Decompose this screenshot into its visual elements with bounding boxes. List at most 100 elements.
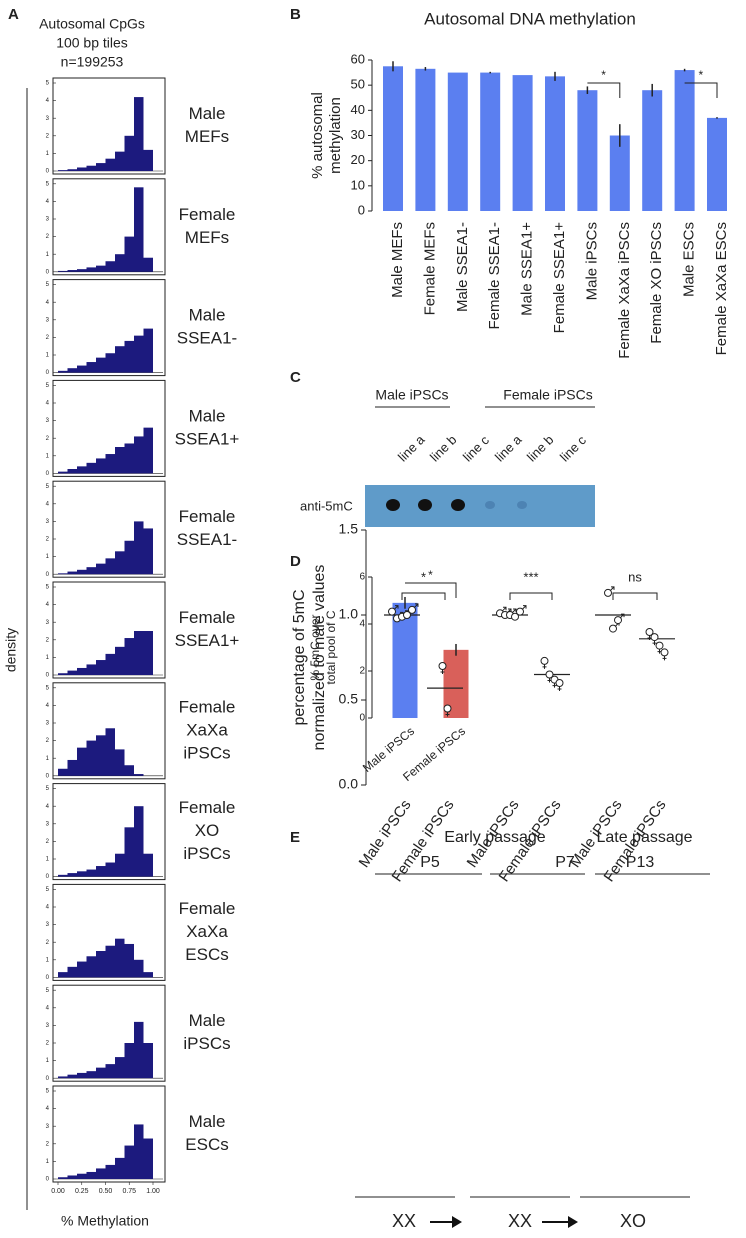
y-tick-label: 3 — [46, 418, 50, 424]
point-arrow — [502, 606, 507, 612]
y-tick-label: 3 — [46, 317, 50, 323]
histogram-bar — [105, 862, 115, 877]
y-tick-label: 2 — [46, 133, 50, 139]
histogram-bar — [58, 874, 68, 877]
significance-label: *** — [523, 569, 538, 584]
data-point — [555, 679, 564, 691]
histogram-bar — [143, 972, 153, 978]
point-circle — [408, 605, 416, 614]
histogram-bar — [58, 573, 68, 575]
histogram-bar — [143, 853, 153, 877]
lane-label: line b — [524, 432, 557, 465]
y-tick-label: 5 — [46, 181, 50, 187]
histogram-bar — [58, 270, 68, 272]
histogram-bar — [77, 1072, 87, 1079]
passage-label: P7 — [555, 854, 575, 871]
point-circle — [540, 656, 549, 665]
histogram-bar — [115, 646, 125, 675]
histogram-label: SSEA1+ — [175, 429, 240, 448]
genotype-label: XX — [508, 1211, 532, 1231]
histogram-bar — [134, 436, 144, 474]
data-point — [660, 648, 669, 661]
histogram-bar — [58, 673, 68, 675]
histogram-bar — [105, 945, 115, 978]
y-tick-label: 2 — [46, 1141, 50, 1147]
histogram-frame — [52, 883, 166, 981]
histogram-bar — [143, 1138, 153, 1179]
y-tick-label: 4 — [46, 1005, 50, 1011]
point-circle — [388, 607, 396, 616]
y-tick-label: 1.5 — [339, 521, 359, 537]
y-tick-label: 0 — [46, 773, 50, 779]
y-tick-label: 4 — [46, 199, 50, 205]
y-axis-label: total pool of C — [324, 610, 338, 684]
data-point — [438, 662, 447, 674]
point-arrow — [620, 613, 625, 618]
histogram-bar — [67, 469, 77, 474]
histogram-label: ESCs — [185, 1135, 228, 1154]
histogram-bar — [134, 1021, 144, 1079]
significance-bracket — [405, 582, 457, 598]
point-arrow — [414, 603, 419, 608]
histogram-bar — [77, 1173, 87, 1179]
y-tick-label: 4 — [46, 401, 50, 407]
histogram-bar — [115, 254, 125, 272]
y-tick-label: 0 — [46, 874, 50, 880]
genotype-label: XX — [392, 1211, 416, 1231]
y-tick-label: 4 — [46, 1106, 50, 1112]
y-tick-label: 2 — [46, 839, 50, 845]
histogram-bar — [105, 158, 115, 171]
y-tick-label: 3 — [46, 1124, 50, 1130]
y-tick-label: 5 — [46, 887, 50, 893]
data-point — [650, 633, 659, 646]
point-circle — [655, 641, 664, 650]
histogram-bar — [115, 749, 125, 776]
histogram-bar — [86, 362, 96, 373]
histogram-label: Female — [179, 798, 236, 817]
y-tick-label: 1 — [46, 554, 50, 560]
point-cross — [440, 669, 445, 674]
histogram-label: Female — [179, 507, 236, 526]
histogram-bar — [96, 1168, 106, 1179]
histogram-bar — [67, 1175, 77, 1179]
y-tick-label: 2 — [46, 940, 50, 946]
point-circle — [511, 612, 519, 621]
x-axis-label: % Methylation — [61, 1213, 149, 1229]
significance-label: ns — [628, 569, 642, 584]
point-circle — [516, 607, 524, 616]
y-tick-label: 0 — [46, 169, 50, 175]
histogram-frame — [52, 581, 166, 679]
histogram-label: Male — [189, 1112, 226, 1131]
blot-dot — [418, 499, 432, 511]
histogram-bar — [58, 768, 68, 776]
y-tick-label: 5 — [46, 786, 50, 792]
significance-bracket — [684, 82, 718, 98]
significance-label: * — [601, 68, 606, 82]
histogram-bar — [105, 1164, 115, 1179]
x-tick-label: Male SSEA1- — [454, 222, 471, 312]
histogram-bar — [134, 335, 144, 373]
y-tick-label: 1 — [46, 353, 50, 359]
blot-dot — [485, 501, 495, 509]
x-tick-label: 0.75 — [122, 1188, 136, 1195]
point-cross — [662, 655, 667, 661]
histogram-bar — [124, 638, 134, 675]
y-axis-label: % autosomal — [309, 92, 326, 179]
y-tick-label: 0 — [358, 202, 365, 217]
histogram-bar — [96, 951, 106, 978]
y-axis-label: methylation — [327, 97, 344, 174]
lane-label: line c — [557, 432, 589, 464]
histogram-label: XaXa — [186, 922, 228, 941]
y-tick-label: 5 — [46, 282, 50, 288]
histogram-bar — [86, 567, 96, 575]
panel-a-header: n=199253 — [61, 54, 124, 70]
histogram-bar — [96, 563, 106, 575]
x-tick-label: 0.00 — [51, 1188, 65, 1195]
histogram-bar — [105, 454, 115, 474]
x-tick-label: Male iPSCs — [583, 222, 600, 300]
y-tick-label: 1 — [46, 1058, 50, 1064]
y-tick-label: 3 — [46, 1023, 50, 1029]
histogram-label: XO — [195, 821, 220, 840]
blot-membrane — [365, 485, 595, 527]
y-tick-label: 4 — [46, 501, 50, 507]
